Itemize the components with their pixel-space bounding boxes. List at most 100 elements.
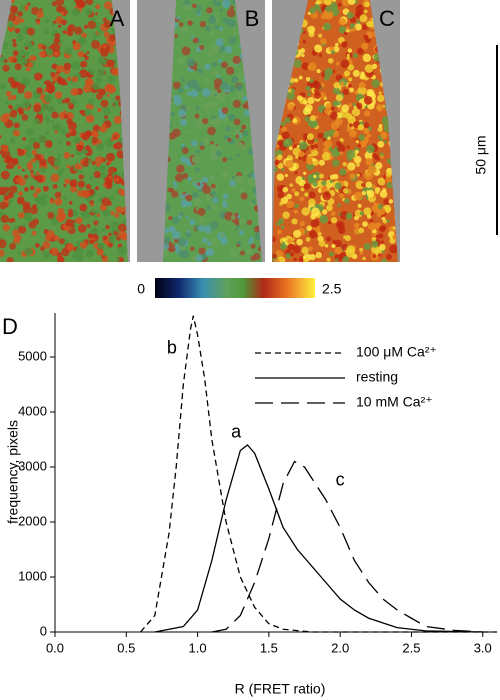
texture-spot: [199, 44, 205, 51]
texture-spot: [230, 97, 235, 102]
texture-spot: [306, 225, 313, 232]
texture-spot: [30, 158, 36, 164]
texture-spot: [12, 57, 18, 64]
texture-spot: [8, 22, 14, 29]
texture-spot: [45, 131, 50, 136]
texture-spot: [182, 147, 189, 155]
texture-spot: [229, 249, 238, 259]
texture-spot: [58, 212, 67, 221]
texture-spot: [305, 85, 311, 91]
texture-spot: [311, 207, 320, 217]
texture-spot: [50, 197, 54, 202]
texture-spot: [103, 113, 107, 117]
texture-spot: [302, 39, 307, 44]
texture-spot: [24, 174, 29, 180]
texture-spot: [58, 238, 65, 245]
texture-spot: [346, 149, 356, 159]
texture-spot: [345, 26, 350, 31]
texture-spot: [306, 155, 315, 164]
texture-spot: [109, 195, 115, 201]
texture-spot: [210, 237, 219, 246]
texture-spot: [194, 180, 198, 184]
texture-spot: [240, 144, 247, 150]
texture-spot: [349, 28, 354, 33]
texture-spot: [80, 60, 88, 68]
texture-spot: [53, 37, 60, 44]
texture-spot: [57, 256, 65, 262]
texture-spot: [100, 48, 109, 58]
texture-spot: [185, 194, 193, 202]
texture-spot: [315, 115, 319, 119]
texture-spot: [377, 177, 386, 186]
texture-spot: [44, 28, 50, 34]
texture-spot: [206, 7, 213, 14]
texture-spot: [24, 46, 29, 50]
texture-spot: [236, 91, 244, 99]
texture-spot: [108, 232, 112, 237]
texture-spot: [63, 113, 69, 119]
y-tick-label: 4000: [18, 403, 47, 418]
texture-spot: [181, 77, 186, 82]
texture-spot: [310, 219, 320, 228]
image-panels: [0, 0, 400, 262]
texture-spot: [55, 64, 65, 73]
texture-spot: [356, 20, 361, 25]
texture-spot: [358, 134, 366, 141]
texture-spot: [329, 111, 338, 120]
texture-spot: [75, 252, 84, 262]
texture-spot: [101, 255, 105, 259]
texture-spot: [95, 4, 101, 10]
texture-spot: [17, 10, 24, 17]
texture-spot: [105, 224, 110, 230]
texture-spot: [9, 106, 14, 110]
texture-spot: [357, 86, 367, 95]
texture-spot: [82, 160, 89, 168]
texture-spot: [334, 239, 342, 248]
texture-spot: [52, 20, 57, 24]
texture-spot: [274, 258, 280, 262]
texture-spot: [51, 218, 59, 226]
texture-spot: [111, 67, 120, 76]
texture-spot: [194, 113, 200, 119]
texture-spot: [56, 252, 62, 258]
texture-spot: [313, 174, 317, 179]
texture-spot: [304, 192, 309, 197]
texture-spot: [174, 34, 178, 39]
texture-spot: [96, 34, 101, 39]
texture-spot: [85, 145, 91, 151]
texture-spot: [66, 26, 74, 33]
texture-spot: [54, 197, 63, 206]
texture-spot: [93, 165, 100, 172]
texture-spot: [26, 27, 35, 36]
texture-spot: [307, 65, 312, 70]
texture-spot: [197, 68, 204, 74]
texture-spot: [364, 64, 374, 73]
texture-spot: [301, 53, 305, 57]
texture-spot: [47, 156, 56, 165]
y-tick-label: 5000: [18, 348, 47, 363]
texture-spot: [56, 77, 64, 85]
texture-spot: [318, 53, 323, 57]
texture-spot: [202, 237, 208, 243]
texture-spot: [329, 179, 334, 184]
texture-spot: [333, 82, 341, 89]
texture-spot: [51, 63, 58, 70]
texture-spot: [198, 247, 206, 255]
texture-spot: [359, 211, 364, 216]
texture-spot: [250, 243, 256, 249]
texture-spot: [39, 51, 46, 58]
texture-spot: [21, 100, 31, 109]
texture-spot: [97, 107, 102, 113]
texture-spot: [187, 90, 193, 96]
texture-spot: [277, 162, 284, 169]
texture-spot: [92, 32, 99, 39]
texture-spot: [332, 87, 341, 95]
texture-spot: [228, 36, 237, 45]
texture-spot: [359, 141, 367, 148]
texture-spot: [18, 225, 27, 234]
texture-spot: [317, 132, 324, 139]
texture-spot: [54, 191, 62, 199]
texture-spot: [89, 175, 94, 180]
texture-spot: [171, 128, 181, 138]
texture-spot: [27, 62, 34, 68]
